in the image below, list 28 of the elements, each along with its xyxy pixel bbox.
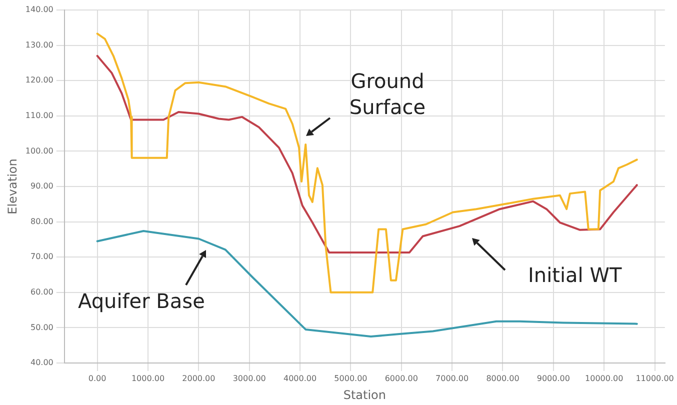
x-tick-label: 4000.00 bbox=[283, 374, 317, 383]
y-tick-label: 140.00 bbox=[25, 5, 54, 14]
x-tick-label: 2000.00 bbox=[182, 374, 216, 383]
x-tick-label: 5000.00 bbox=[334, 374, 368, 383]
x-tick-label: 0.00 bbox=[88, 374, 106, 383]
x-tick-label: 7000.00 bbox=[436, 374, 469, 383]
y-tick-label: 80.00 bbox=[30, 216, 54, 226]
y-tick-label: 110.00 bbox=[25, 110, 54, 120]
y-tick-label: 100.00 bbox=[25, 146, 54, 156]
y-tick-label: 60.00 bbox=[30, 287, 54, 296]
text: Aquifer Base bbox=[78, 288, 205, 314]
x-tick-label: 9000.00 bbox=[536, 374, 570, 383]
y-tick-label: 70.00 bbox=[30, 252, 54, 262]
x-tick-label: 10000.00 bbox=[585, 374, 624, 383]
x-axis-title: Station bbox=[343, 388, 386, 402]
y-tick-label: 50.00 bbox=[30, 322, 54, 332]
text: Ground Surface bbox=[348, 68, 427, 120]
y-tick-label: 120.00 bbox=[25, 76, 54, 85]
x-tick-label: 11000.00 bbox=[636, 374, 674, 383]
x-tick-label: 3000.00 bbox=[232, 374, 266, 383]
y-tick-label: 40.00 bbox=[30, 358, 54, 368]
text: Initial WT bbox=[528, 262, 622, 288]
y-axis-title: Elevation bbox=[5, 158, 20, 214]
y-tick-label: 90.00 bbox=[30, 182, 54, 191]
x-tick-label: 1000.00 bbox=[131, 374, 165, 383]
y-tick-label: 130.00 bbox=[25, 40, 54, 50]
x-tick-label: 8000.00 bbox=[486, 374, 520, 383]
x-tick-label: 6000.00 bbox=[384, 374, 418, 383]
